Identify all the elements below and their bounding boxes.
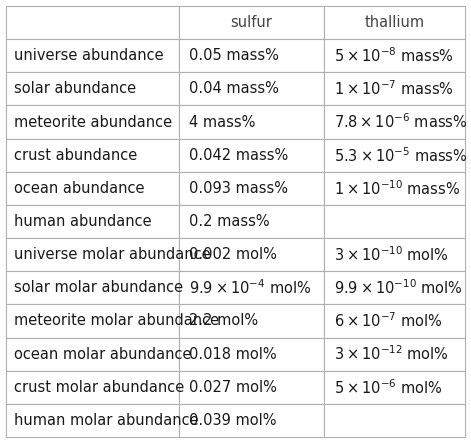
Bar	[324, 338, 465, 371]
Bar	[6, 105, 179, 139]
Text: thallium: thallium	[364, 15, 424, 30]
Text: crust molar abundance: crust molar abundance	[14, 380, 184, 395]
Bar	[324, 371, 465, 404]
Bar	[179, 371, 324, 404]
Bar	[6, 371, 179, 404]
Bar	[179, 6, 324, 39]
Text: 0.039 mol%: 0.039 mol%	[189, 413, 277, 428]
Text: $5\times10^{-6}$ mol%: $5\times10^{-6}$ mol%	[333, 378, 442, 396]
Bar	[324, 238, 465, 271]
Bar	[324, 172, 465, 205]
Text: universe abundance: universe abundance	[14, 48, 163, 63]
Text: $3\times10^{-12}$ mol%: $3\times10^{-12}$ mol%	[333, 345, 449, 363]
Bar	[324, 271, 465, 304]
Bar	[6, 39, 179, 72]
Text: ocean molar abundance: ocean molar abundance	[14, 346, 192, 361]
Text: meteorite abundance: meteorite abundance	[14, 115, 172, 129]
Bar	[179, 72, 324, 105]
Text: $9.9\times10^{-4}$ mol%: $9.9\times10^{-4}$ mol%	[189, 279, 312, 297]
Text: 0.2 mass%: 0.2 mass%	[189, 214, 270, 229]
Text: human molar abundance: human molar abundance	[14, 413, 199, 428]
Bar	[179, 271, 324, 304]
Bar	[324, 105, 465, 139]
Text: 0.018 mol%: 0.018 mol%	[189, 346, 277, 361]
Text: sulfur: sulfur	[231, 15, 273, 30]
Bar	[324, 404, 465, 437]
Text: $5\times10^{-8}$ mass%: $5\times10^{-8}$ mass%	[333, 47, 454, 65]
Bar	[6, 172, 179, 205]
Bar	[179, 304, 324, 338]
Text: 0.093 mass%: 0.093 mass%	[189, 181, 288, 196]
Text: 0.05 mass%: 0.05 mass%	[189, 48, 279, 63]
Bar	[6, 238, 179, 271]
Text: solar abundance: solar abundance	[14, 82, 136, 97]
Bar	[179, 338, 324, 371]
Bar	[179, 139, 324, 172]
Text: $3\times10^{-10}$ mol%: $3\times10^{-10}$ mol%	[333, 245, 449, 264]
Bar	[6, 6, 179, 39]
Text: 2.2 mol%: 2.2 mol%	[189, 314, 259, 328]
Text: 0.002 mol%: 0.002 mol%	[189, 247, 277, 262]
Text: 0.04 mass%: 0.04 mass%	[189, 82, 279, 97]
Bar	[6, 404, 179, 437]
Bar	[179, 105, 324, 139]
Text: solar molar abundance: solar molar abundance	[14, 280, 183, 295]
Bar	[324, 39, 465, 72]
Text: $1\times10^{-7}$ mass%: $1\times10^{-7}$ mass%	[333, 80, 454, 98]
Bar	[6, 72, 179, 105]
Bar	[6, 205, 179, 238]
Text: meteorite molar abundance: meteorite molar abundance	[14, 314, 219, 328]
Text: universe molar abundance: universe molar abundance	[14, 247, 211, 262]
Bar	[6, 271, 179, 304]
Text: human abundance: human abundance	[14, 214, 152, 229]
Bar	[324, 6, 465, 39]
Bar	[179, 238, 324, 271]
Bar	[179, 205, 324, 238]
Bar	[324, 205, 465, 238]
Text: 0.027 mol%: 0.027 mol%	[189, 380, 277, 395]
Text: crust abundance: crust abundance	[14, 148, 137, 163]
Bar	[179, 39, 324, 72]
Bar	[6, 338, 179, 371]
Bar	[324, 139, 465, 172]
Text: $6\times10^{-7}$ mol%: $6\times10^{-7}$ mol%	[333, 311, 442, 330]
Bar	[324, 72, 465, 105]
Bar	[6, 139, 179, 172]
Bar	[179, 172, 324, 205]
Text: $9.9\times10^{-10}$ mol%: $9.9\times10^{-10}$ mol%	[333, 279, 463, 297]
Text: 4 mass%: 4 mass%	[189, 115, 256, 129]
Text: $1\times10^{-10}$ mass%: $1\times10^{-10}$ mass%	[333, 179, 460, 198]
Text: $7.8\times10^{-6}$ mass%: $7.8\times10^{-6}$ mass%	[333, 113, 467, 132]
Bar	[324, 304, 465, 338]
Bar	[6, 304, 179, 338]
Text: $5.3\times10^{-5}$ mass%: $5.3\times10^{-5}$ mass%	[333, 146, 467, 164]
Bar	[179, 404, 324, 437]
Text: 0.042 mass%: 0.042 mass%	[189, 148, 289, 163]
Text: ocean abundance: ocean abundance	[14, 181, 145, 196]
